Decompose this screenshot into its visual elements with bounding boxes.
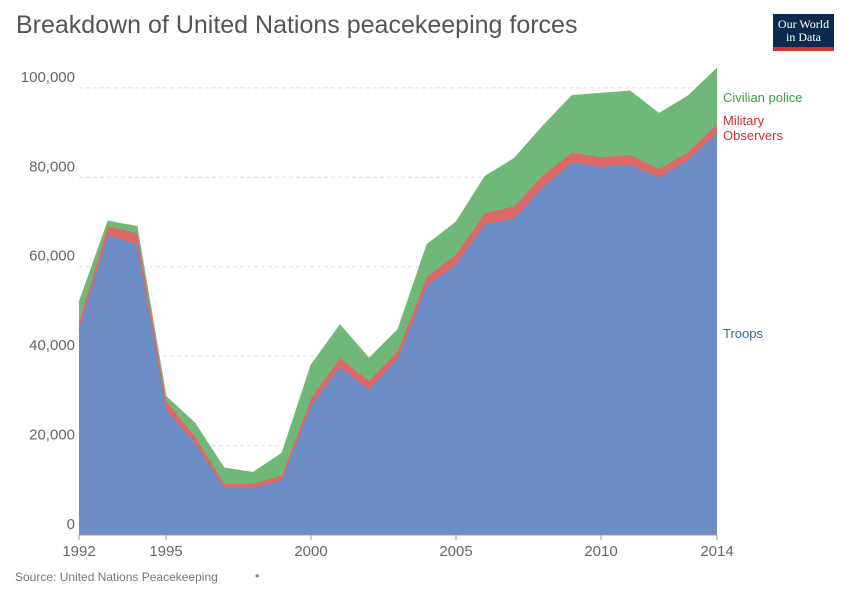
owid-logo[interactable]: Our World in Data [773, 14, 834, 51]
label-military-observers: Military Observers [723, 113, 783, 143]
x-tick-label: 1992 [62, 543, 95, 560]
x-tick-label: 1995 [149, 543, 182, 560]
chart-title: Breakdown of United Nations peacekeeping… [16, 11, 578, 39]
y-tick-label: 60,000 [29, 248, 75, 265]
x-tick-label: 2010 [584, 543, 617, 560]
y-tick-label: 20,000 [29, 427, 75, 444]
line-civilian-police [78, 67, 718, 473]
x-tick-label: 2005 [439, 543, 472, 560]
label-troops: Troops [723, 326, 763, 341]
series-labels: Troops Military Observers Civilian police [723, 90, 802, 341]
y-tick-label: 40,000 [29, 337, 75, 354]
area-troops[interactable] [79, 132, 717, 535]
x-axis: 1992 1995 2000 2005 2010 2014 [62, 534, 734, 560]
x-tick-label: 2014 [700, 543, 733, 560]
y-tick-label: 80,000 [29, 158, 75, 175]
logo-line-2: in Data [786, 30, 821, 44]
y-tick-label: 0 [67, 516, 75, 533]
x-tick-label: 2000 [294, 543, 327, 560]
series-areas [78, 67, 718, 535]
logo-line-1: Our World [777, 17, 830, 31]
source-note: Source: United Nations Peacekeeping [15, 570, 218, 584]
label-civilian-police: Civilian police [723, 90, 802, 105]
y-tick-label: 100,000 [21, 69, 75, 86]
area-civilian-police[interactable] [79, 68, 717, 484]
y-axis: 0 20,000 40,000 60,000 80,000 100,000 [21, 69, 75, 533]
source-dot: • [255, 569, 260, 583]
